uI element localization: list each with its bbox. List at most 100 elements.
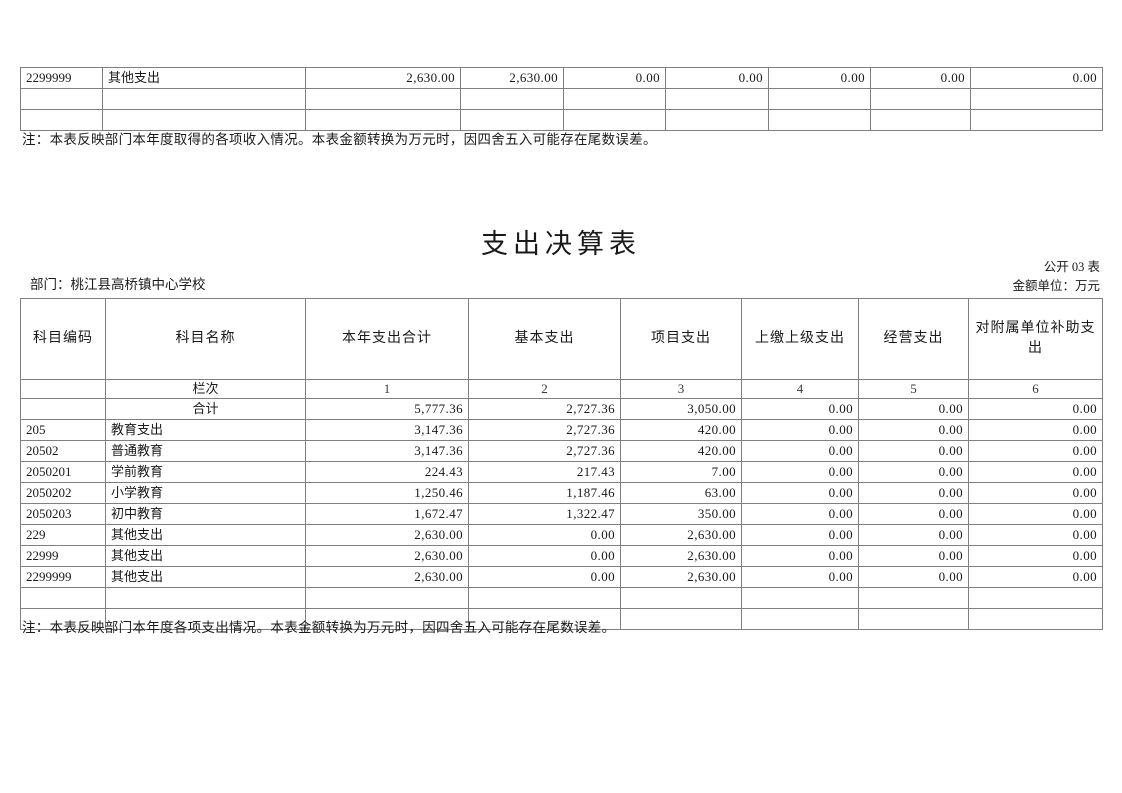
table-row: 2050201 学前教育 224.43 217.43 7.00 0.00 0.0… — [20, 461, 1103, 483]
cell-value: 0.00 — [968, 419, 1103, 441]
column-header-operating: 经营支出 — [858, 298, 969, 380]
cell-value: 2,630.00 — [460, 67, 564, 89]
cell-value: 2,630.00 — [620, 524, 742, 546]
cell-value: 0.00 — [665, 67, 769, 89]
cell-value: 2,727.36 — [468, 440, 621, 462]
cell-value: 0.00 — [741, 419, 859, 441]
cell-value: 0.00 — [563, 67, 666, 89]
cell-value: 0.00 — [858, 524, 969, 546]
table-row: 205 教育支出 3,147.36 2,727.36 420.00 0.00 0… — [20, 419, 1103, 441]
cell-code: 2299999 — [20, 67, 103, 89]
column-index-row: 栏次 1 2 3 4 5 6 — [20, 379, 1103, 399]
cell-value: 0.00 — [968, 545, 1103, 567]
cell-value — [665, 88, 769, 110]
table-row: 2050203 初中教育 1,672.47 1,322.47 350.00 0.… — [20, 503, 1103, 525]
cell-value — [563, 88, 666, 110]
total-row: 合计 5,777.36 2,727.36 3,050.00 0.00 0.00 … — [20, 398, 1103, 420]
column-header-total: 本年支出合计 — [305, 298, 469, 380]
total-value: 2,727.36 — [468, 398, 621, 420]
cell-value: 0.00 — [858, 566, 969, 588]
cell-value: 2,630.00 — [620, 545, 742, 567]
column-index: 2 — [468, 379, 621, 399]
table-header-row: 科目编码 科目名称 本年支出合计 基本支出 项目支出 上缴上级支出 经营支出 对… — [20, 298, 1103, 380]
column-header-basic: 基本支出 — [468, 298, 621, 380]
column-header-code: 科目编码 — [20, 298, 106, 380]
cell-value — [741, 608, 859, 630]
cell-name: 小学教育 — [105, 482, 306, 504]
cell-code: 2050201 — [20, 461, 106, 483]
report-meta: 公开 03 表 金额单位：万元 — [1012, 258, 1100, 296]
column-header-project: 项目支出 — [620, 298, 742, 380]
total-label: 合计 — [105, 398, 306, 420]
cell-value: 0.00 — [968, 482, 1103, 504]
cell-value: 63.00 — [620, 482, 742, 504]
expenditure-table-note: 注：本表反映部门本年度各项支出情况。本表金额转换为万元时，因四舍五入可能存在尾数… — [22, 620, 616, 635]
cell-value: 0.00 — [870, 67, 971, 89]
cell-value: 0.00 — [741, 566, 859, 588]
cell-code: 2050202 — [20, 482, 106, 504]
cell-value — [970, 88, 1103, 110]
page-title: 支出决算表 — [481, 229, 641, 259]
total-value: 3,050.00 — [620, 398, 742, 420]
cell-value: 3,147.36 — [305, 419, 469, 441]
cell-value: 0.00 — [858, 419, 969, 441]
column-index: 5 — [858, 379, 969, 399]
column-index: 4 — [741, 379, 859, 399]
cell-value: 224.43 — [305, 461, 469, 483]
cell-value: 0.00 — [968, 503, 1103, 525]
cell-value: 0.00 — [858, 545, 969, 567]
column-header-subsidiary: 对附属单位补助支出 — [968, 298, 1103, 380]
cell-value: 0.00 — [858, 503, 969, 525]
cell-value — [305, 88, 461, 110]
cell-value: 350.00 — [620, 503, 742, 525]
cell-name: 其他支出 — [105, 524, 306, 546]
table-row — [20, 88, 1103, 110]
department-label: 部门：桃江县高桥镇中心学校 — [30, 277, 206, 292]
cell-value: 0.00 — [741, 440, 859, 462]
cell-value: 7.00 — [620, 461, 742, 483]
table-row: 20502 普通教育 3,147.36 2,727.36 420.00 0.00… — [20, 440, 1103, 462]
cell-code: 229 — [20, 524, 106, 546]
cell-name: 其他支出 — [105, 545, 306, 567]
cell-value: 2,630.00 — [620, 566, 742, 588]
cell-value: 2,630.00 — [305, 524, 469, 546]
cell-code: 22999 — [20, 545, 106, 567]
cell-code: 2299999 — [20, 566, 106, 588]
cell-value: 0.00 — [858, 461, 969, 483]
cell-value — [620, 608, 742, 630]
form-number: 公开 03 表 — [1043, 260, 1100, 274]
cell-value: 0.00 — [968, 524, 1103, 546]
table-row: 2299999 其他支出 2,630.00 2,630.00 0.00 0.00… — [20, 67, 1103, 89]
cell-value: 420.00 — [620, 440, 742, 462]
total-value: 0.00 — [858, 398, 969, 420]
cell-value: 1,672.47 — [305, 503, 469, 525]
column-index: 6 — [968, 379, 1103, 399]
table-row: 22999 其他支出 2,630.00 0.00 2,630.00 0.00 0… — [20, 545, 1103, 567]
amount-unit: 金额单位：万元 — [1012, 279, 1100, 293]
cell-value — [768, 109, 871, 131]
cell-value: 2,727.36 — [468, 419, 621, 441]
cell-value: 0.00 — [741, 524, 859, 546]
column-index: 1 — [305, 379, 469, 399]
income-table-note: 注：本表反映部门本年度取得的各项收入情况。本表金额转换为万元时，因四舍五入可能存… — [22, 132, 657, 147]
cell-value: 0.00 — [968, 440, 1103, 462]
cell-value — [305, 587, 469, 609]
cell-value — [858, 587, 969, 609]
cell-value: 0.00 — [858, 440, 969, 462]
cell-value: 1,250.46 — [305, 482, 469, 504]
cell-code: 205 — [20, 419, 106, 441]
cell-value: 0.00 — [468, 545, 621, 567]
cell-value: 1,322.47 — [468, 503, 621, 525]
cell-value: 0.00 — [741, 545, 859, 567]
expenditure-table-container: 科目编码 科目名称 本年支出合计 基本支出 项目支出 上缴上级支出 经营支出 对… — [20, 298, 1103, 630]
cell-value: 0.00 — [741, 461, 859, 483]
cell-value — [468, 587, 621, 609]
table-row — [20, 608, 1103, 630]
cell-value — [460, 88, 564, 110]
cell-name: 普通教育 — [105, 440, 306, 462]
cell-value — [870, 109, 971, 131]
cell-value: 0.00 — [968, 566, 1103, 588]
cell-code — [20, 587, 106, 609]
cell-name: 其他支出 — [102, 67, 306, 89]
